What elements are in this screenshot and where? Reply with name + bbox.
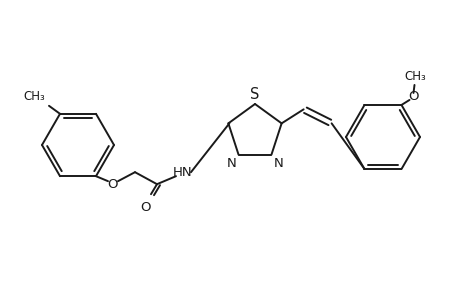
- Text: O: O: [107, 178, 118, 191]
- Text: HN: HN: [173, 166, 192, 179]
- Text: N: N: [273, 157, 283, 170]
- Text: CH₃: CH₃: [404, 70, 425, 83]
- Text: O: O: [140, 201, 151, 214]
- Text: O: O: [408, 91, 418, 103]
- Text: N: N: [226, 157, 236, 170]
- Text: S: S: [250, 87, 259, 102]
- Text: CH₃: CH₃: [23, 90, 45, 103]
